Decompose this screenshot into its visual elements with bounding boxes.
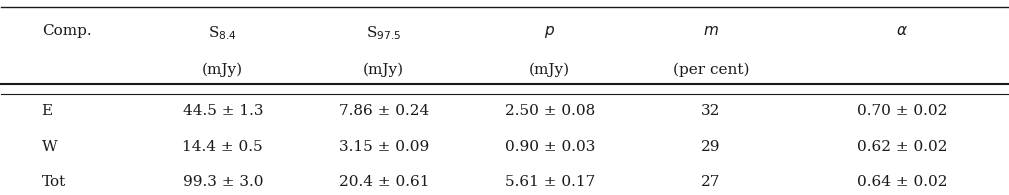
Text: 2.50 ± 0.08: 2.50 ± 0.08 <box>504 104 595 118</box>
Text: (per cent): (per cent) <box>673 63 749 77</box>
Text: $\alpha$: $\alpha$ <box>896 24 908 38</box>
Text: S$_{97.5}$: S$_{97.5}$ <box>366 24 402 42</box>
Text: 14.4 ± 0.5: 14.4 ± 0.5 <box>183 140 263 154</box>
Text: E: E <box>41 104 52 118</box>
Text: $m$: $m$ <box>703 24 718 38</box>
Text: (mJy): (mJy) <box>363 63 405 77</box>
Text: 44.5 ± 1.3: 44.5 ± 1.3 <box>183 104 263 118</box>
Text: 5.61 ± 0.17: 5.61 ± 0.17 <box>504 175 595 189</box>
Text: Tot: Tot <box>41 175 66 189</box>
Text: 0.90 ± 0.03: 0.90 ± 0.03 <box>504 140 595 154</box>
Text: S$_{8.4}$: S$_{8.4}$ <box>208 24 237 42</box>
Text: 0.62 ± 0.02: 0.62 ± 0.02 <box>857 140 947 154</box>
Text: Comp.: Comp. <box>41 24 91 38</box>
Text: (mJy): (mJy) <box>529 63 570 77</box>
Text: 7.86 ± 0.24: 7.86 ± 0.24 <box>339 104 429 118</box>
Text: 27: 27 <box>701 175 720 189</box>
Text: 29: 29 <box>701 140 720 154</box>
Text: 0.64 ± 0.02: 0.64 ± 0.02 <box>857 175 947 189</box>
Text: 20.4 ± 0.61: 20.4 ± 0.61 <box>338 175 429 189</box>
Text: $p$: $p$ <box>544 24 555 40</box>
Text: 32: 32 <box>701 104 720 118</box>
Text: W: W <box>41 140 58 154</box>
Text: (mJy): (mJy) <box>202 63 243 77</box>
Text: 0.70 ± 0.02: 0.70 ± 0.02 <box>857 104 947 118</box>
Text: 3.15 ± 0.09: 3.15 ± 0.09 <box>339 140 429 154</box>
Text: 99.3 ± 3.0: 99.3 ± 3.0 <box>183 175 263 189</box>
